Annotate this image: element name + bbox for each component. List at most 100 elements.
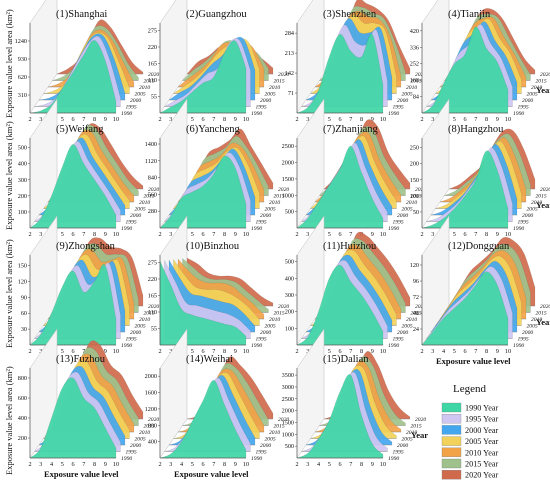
y-tick: 100	[410, 193, 419, 200]
year-label-2005: 2005	[527, 92, 538, 98]
y-tick: 1500	[282, 419, 294, 426]
y-tick: 110	[148, 309, 157, 316]
x-tick: 9	[496, 116, 499, 123]
x-tick: 6	[201, 461, 204, 468]
year-label-2005: 2005	[402, 324, 413, 330]
x-tick: 3	[39, 348, 42, 355]
x-tick: 7	[212, 461, 215, 468]
y-tick: 400	[148, 439, 157, 446]
year-label-2000: 2000	[260, 443, 271, 449]
x-tick: 8	[360, 116, 363, 123]
x-tick: 5	[191, 461, 194, 468]
legend-label: 2020 Year	[465, 471, 498, 480]
panel-title: (11)Huizhou	[323, 241, 377, 252]
y-tick: 1000	[282, 192, 294, 199]
area-1990	[29, 264, 117, 346]
x-tick: 4	[180, 461, 183, 468]
legend-swatch	[441, 414, 462, 424]
legend-swatch	[441, 470, 462, 480]
x-tick: 7	[349, 461, 352, 468]
legend-swatch	[441, 425, 462, 435]
y-tick: 150	[410, 177, 419, 184]
y-tick: 3000	[282, 384, 294, 391]
x-tick: 7	[82, 116, 85, 123]
panel-side-wall	[29, 0, 58, 114]
year-label-2005: 2005	[265, 324, 276, 330]
year-label-2015: 2015	[274, 424, 285, 430]
y-tick: 280	[148, 208, 157, 215]
x-tick: 10	[113, 116, 119, 123]
x-tick: 9	[234, 116, 237, 123]
year-label-2020: 2020	[278, 72, 289, 78]
panel-title: (2)Guangzhou	[186, 9, 247, 20]
area-1990	[296, 264, 384, 346]
panel-title: (12)Dongguan	[448, 241, 510, 252]
year-label-1990: 1990	[513, 343, 524, 349]
y-tick: 96	[413, 278, 419, 285]
y-tick: 2500	[282, 143, 294, 150]
y-tick: 3500	[282, 372, 294, 379]
panel-title: (7)Zhanjiang	[323, 124, 379, 135]
year-label-2020: 2020	[415, 417, 426, 423]
year-label-2015: 2015	[274, 79, 285, 85]
y-tick: 1500	[282, 176, 294, 183]
x-tick: 2	[420, 348, 423, 355]
x-tick: 10	[505, 348, 511, 355]
year-label-2015: 2015	[411, 194, 422, 200]
y-tick: 200	[18, 435, 27, 442]
y-tick: 55	[151, 326, 157, 333]
x-tick: 5	[453, 231, 456, 238]
x-tick: 2	[28, 116, 31, 123]
x-tick: 5	[61, 231, 64, 238]
year-label-2020: 2020	[540, 304, 550, 310]
x-tick: 4	[317, 461, 320, 468]
year-label-2015: 2015	[144, 311, 155, 317]
year-label-2015: 2015	[411, 311, 422, 317]
panel-9: 2020201520102005200019951990234567891030…	[18, 215, 159, 355]
x-tick: 5	[191, 231, 194, 238]
year-label-2000: 2000	[522, 330, 533, 336]
panel-title: (15)Dalian	[323, 354, 369, 365]
year-label-2020: 2020	[415, 304, 426, 310]
year-label-2000: 2000	[397, 98, 408, 104]
y-tick: 71	[288, 90, 294, 97]
y-tick: 600	[18, 395, 27, 402]
year-label-2020: 2020	[148, 187, 159, 193]
x-tick: 7	[474, 116, 477, 123]
x-tick: 9	[496, 348, 499, 355]
y-tick: 1600	[145, 390, 157, 397]
x-tick: 5	[61, 348, 64, 355]
y-tick: 400	[285, 275, 294, 282]
y-tick: 400	[18, 415, 27, 422]
x-tick: 3	[169, 461, 172, 468]
x-tick: 7	[474, 348, 477, 355]
y-tick: 1400	[145, 141, 157, 148]
year-label-2000: 2000	[130, 98, 141, 104]
year-label-2015: 2015	[144, 194, 155, 200]
x-tick: 9	[104, 231, 107, 238]
year-label-2000: 2000	[130, 213, 141, 219]
y-tick: 1120	[145, 158, 157, 165]
x-tick: 5	[453, 348, 456, 355]
y-tick: 1240	[15, 38, 27, 45]
year-label-2000: 2000	[260, 213, 271, 219]
x-tick: 8	[223, 231, 226, 238]
year-label-1990: 1990	[121, 456, 132, 462]
x-tick: 5	[61, 116, 64, 123]
ylabel-row-4: Exposure value level area (km²)	[4, 366, 14, 475]
y-tick: 24	[413, 326, 419, 333]
legend: Legend 1990 Year 1995 Year 2000 Year 2005 Y…	[441, 383, 498, 480]
x-tick: 3	[306, 461, 309, 468]
year-label-1995: 1995	[256, 450, 267, 456]
x-tick: 7	[82, 231, 85, 238]
x-tick: 2	[420, 231, 423, 238]
year-label-2015: 2015	[144, 424, 155, 430]
area-1990	[29, 40, 117, 114]
panel-title: (13)Fuzhou	[56, 354, 106, 365]
year-label-2015: 2015	[144, 79, 155, 85]
area-1990	[159, 40, 247, 114]
panel-3: 2020201520102005200019951990234567891071…	[285, 0, 426, 123]
x-tick: 2	[158, 461, 161, 468]
year-label-1995: 1995	[393, 337, 404, 343]
y-tick: 1000	[282, 431, 294, 438]
